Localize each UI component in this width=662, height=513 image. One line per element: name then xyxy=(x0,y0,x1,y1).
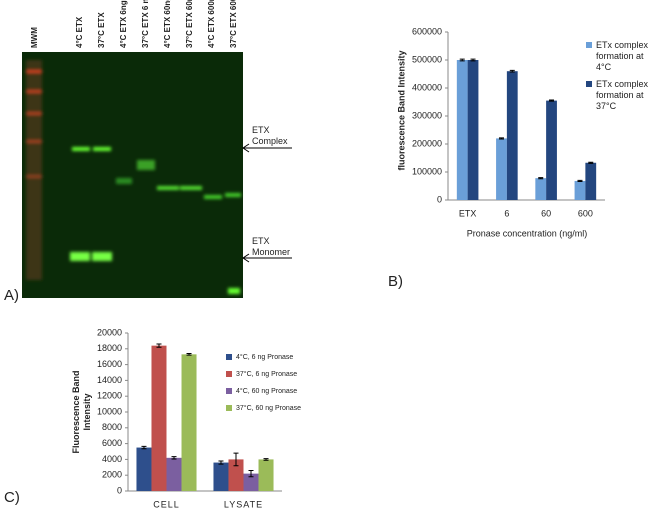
y-tick-label: 18000 xyxy=(97,343,122,353)
gel-background xyxy=(22,52,243,298)
error-bar xyxy=(470,58,476,62)
y-tick-label: 0 xyxy=(437,194,442,204)
bar xyxy=(456,60,468,200)
error-bar xyxy=(218,460,224,465)
y-tick-label: 20000 xyxy=(97,327,122,337)
error-bar xyxy=(459,58,465,62)
y-tick-label: 12000 xyxy=(97,391,122,401)
error-bar xyxy=(498,137,504,140)
y-tick-label: 300000 xyxy=(412,110,442,120)
legend-label: 4°C, 6 ng Pronase xyxy=(236,354,294,361)
bar xyxy=(151,345,167,491)
annotation: ETX Monomer xyxy=(252,236,291,257)
bar xyxy=(228,459,244,491)
lane-label: 4°C ETX 6ng pronase xyxy=(119,0,128,48)
legend-swatch xyxy=(226,405,232,411)
x-tick-label: 60 xyxy=(541,208,551,218)
annotation: ETX Complex xyxy=(252,125,288,146)
legend-swatch xyxy=(586,81,592,87)
error-bar xyxy=(186,353,192,356)
legend: 4°C, 6 ng Pronase 37°C, 6 ng Pronase 4°C, … xyxy=(226,352,336,420)
panel-label: C) xyxy=(4,489,20,506)
x-tick-label: 600 xyxy=(578,208,593,218)
y-axis-title: fluorescence Band Intensity xyxy=(396,50,407,171)
legend-item: 37°C, 6 ng Pronase xyxy=(226,369,336,380)
panel-label: A) xyxy=(4,287,19,304)
legend-label: 4°C, 60 ng Pronase xyxy=(236,388,298,395)
y-tick-label: 10000 xyxy=(97,406,122,416)
legend-swatch xyxy=(226,354,232,360)
bar xyxy=(243,473,259,491)
error-bar xyxy=(156,343,162,348)
bar xyxy=(546,100,557,200)
error-bar xyxy=(233,452,239,467)
legend-swatch xyxy=(226,388,232,394)
gel-bands xyxy=(26,60,241,294)
lane-label: 4°C ETX 60ng pronase xyxy=(163,0,172,48)
bar xyxy=(136,447,152,491)
y-axis-title: Fluorescence Band Intensity xyxy=(71,370,92,454)
y-tick-label: 2000 xyxy=(102,470,122,480)
bar xyxy=(506,71,518,200)
error-bar xyxy=(141,445,147,450)
y-tick-label: 14000 xyxy=(97,375,122,385)
y-tick-label: 8000 xyxy=(102,422,122,432)
legend: ETx complex formation at 4°C ETx complex … xyxy=(586,40,660,118)
legend-label: ETx complex formation at 4°C xyxy=(596,40,649,72)
error-bar xyxy=(263,458,269,461)
y-tick-label: 0 xyxy=(117,485,122,495)
y-tick-label: 600000 xyxy=(412,26,442,36)
x-tick-label: ETX xyxy=(459,208,477,218)
lane-label: 4°C ETX xyxy=(75,16,84,48)
legend-item: 4°C, 6 ng Pronase xyxy=(226,352,336,363)
gel-arrows xyxy=(242,143,292,263)
error-bar xyxy=(509,69,515,73)
lane-label: 4°C ETX 600ng pronase xyxy=(207,0,216,48)
legend-item: 4°C, 60 ng Pronase xyxy=(226,386,336,397)
legend-label: 37°C, 6 ng Pronase xyxy=(236,371,298,378)
legend-label: 37°C, 60 ng Pronase xyxy=(236,405,302,412)
lane-label: MWM xyxy=(30,27,39,48)
bar xyxy=(467,60,479,200)
bar xyxy=(258,459,274,491)
legend-swatch xyxy=(586,42,592,48)
error-bar xyxy=(538,177,544,180)
bar xyxy=(213,462,229,491)
lane-label: 37°C ETX 6 ng pronase xyxy=(141,0,150,48)
bar xyxy=(535,178,547,200)
y-tick-label: 6000 xyxy=(102,438,122,448)
y-tick-label: 200000 xyxy=(412,138,442,148)
bar xyxy=(166,457,182,491)
x-tick-label: CELL xyxy=(153,499,180,509)
y-tick-label: 400000 xyxy=(412,82,442,92)
legend-swatch xyxy=(226,371,232,377)
error-bar xyxy=(588,161,594,164)
legend-label: ETx complex formation at 37°C xyxy=(596,79,649,111)
x-axis-title: Pronase concentration (ng/ml) xyxy=(467,228,588,238)
gel-image xyxy=(22,52,243,298)
bar xyxy=(181,354,197,491)
y-tick-label: 500000 xyxy=(412,54,442,64)
bar xyxy=(574,180,586,200)
x-tick-label: LYSATE xyxy=(224,499,263,509)
y-tick-label: 16000 xyxy=(97,359,122,369)
legend-item: ETx complex formation at 4°C xyxy=(586,40,660,73)
panel-label: B) xyxy=(388,273,403,290)
lane-label: 37°C ETX xyxy=(97,12,106,48)
error-bar xyxy=(577,179,583,183)
bar xyxy=(496,138,507,200)
lane-label: 37°C ETX 600ng pronase xyxy=(229,0,238,48)
lane-label: 37°C ETX 60ng pronase xyxy=(185,0,194,48)
legend-item: 37°C, 60 ng Pronase xyxy=(226,403,336,414)
legend-item: ETx complex formation at 37°C xyxy=(586,79,660,112)
y-tick-label: 4000 xyxy=(102,454,122,464)
bar xyxy=(585,162,597,200)
x-tick-label: 6 xyxy=(504,208,509,218)
error-bar xyxy=(171,456,177,460)
error-bar xyxy=(549,99,555,102)
y-tick-label: 100000 xyxy=(412,166,442,176)
error-bar xyxy=(248,469,254,478)
